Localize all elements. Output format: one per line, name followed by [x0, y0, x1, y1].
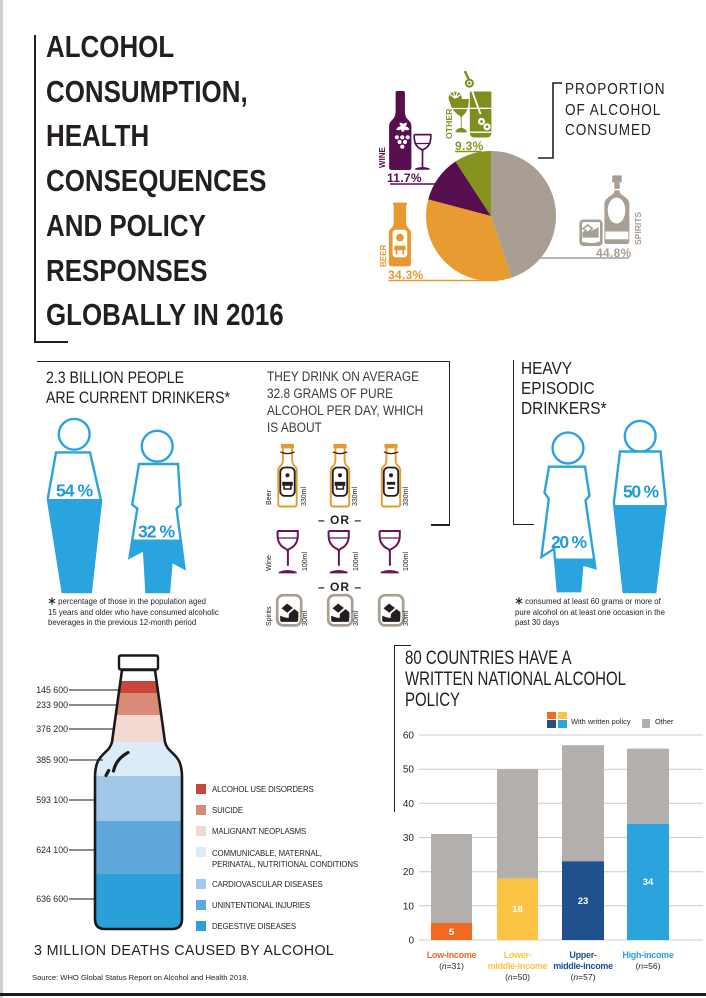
- svg-text:385 900: 385 900: [36, 755, 68, 765]
- svg-text:(n=50): (n=50): [505, 972, 530, 982]
- svg-text:233 900: 233 900: [36, 700, 68, 710]
- svg-text:(n=31): (n=31): [439, 961, 464, 971]
- svg-text:Upper-: Upper-: [569, 950, 597, 960]
- svg-text:(n=56): (n=56): [636, 961, 661, 971]
- svg-text:54 %: 54 %: [56, 481, 93, 501]
- svg-text:Low-income: Low-income: [427, 950, 477, 960]
- svg-text:593 100: 593 100: [36, 795, 68, 805]
- svg-text:Lower-: Lower-: [504, 950, 532, 960]
- svg-text:18: 18: [512, 904, 523, 915]
- svg-text:5: 5: [449, 927, 455, 938]
- svg-text:(n=57): (n=57): [571, 972, 596, 982]
- svg-text:middle-income: middle-income: [488, 961, 548, 971]
- svg-text:middle-income: middle-income: [553, 961, 613, 971]
- svg-text:23: 23: [578, 896, 589, 907]
- svg-text:30: 30: [403, 833, 415, 844]
- svg-text:20 %: 20 %: [551, 532, 587, 552]
- svg-text:10: 10: [403, 901, 415, 912]
- svg-text:376 200: 376 200: [36, 724, 68, 734]
- svg-text:34: 34: [643, 877, 654, 888]
- svg-text:624 100: 624 100: [36, 845, 68, 855]
- svg-text:High-income: High-income: [622, 950, 673, 960]
- svg-text:32 %: 32 %: [138, 522, 175, 542]
- svg-text:20: 20: [403, 867, 415, 878]
- svg-text:0: 0: [408, 936, 414, 947]
- svg-text:50 %: 50 %: [623, 482, 659, 502]
- svg-text:636 600: 636 600: [36, 894, 68, 904]
- svg-text:145 600: 145 600: [36, 685, 68, 695]
- svg-text:60: 60: [403, 731, 415, 742]
- svg-text:40: 40: [403, 799, 415, 810]
- svg-text:50: 50: [403, 765, 415, 776]
